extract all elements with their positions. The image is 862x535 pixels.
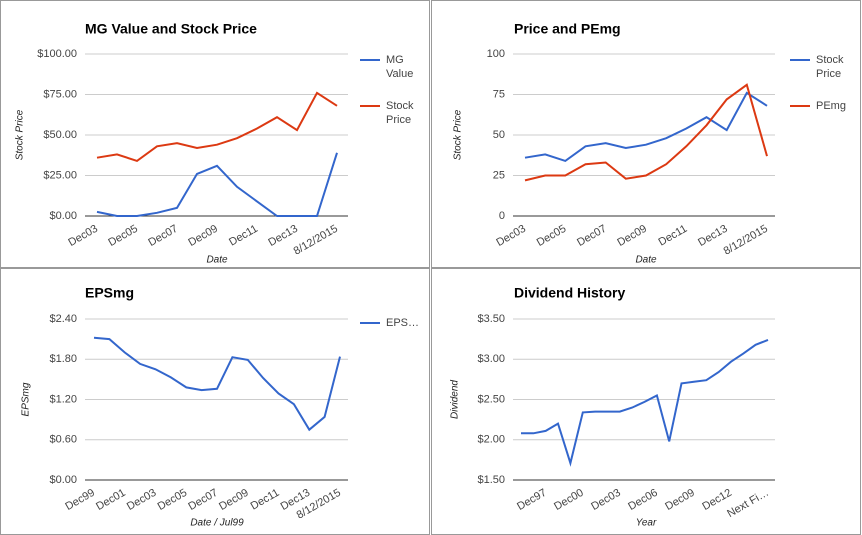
y-axis-title: Dividend xyxy=(450,380,461,419)
y-tick-label: 50 xyxy=(493,129,505,141)
y-tick-label: $25.00 xyxy=(43,169,77,181)
y-axis-title: Stock Price xyxy=(453,109,464,160)
panel xyxy=(0,268,430,535)
legend-label-line: Value xyxy=(386,68,413,80)
line-series xyxy=(524,91,768,163)
y-tick-label: $2.00 xyxy=(477,434,505,446)
legend-label-line: Stock xyxy=(386,100,414,112)
y-tick-label: 25 xyxy=(493,169,505,181)
y-tick-label: $75.00 xyxy=(43,88,77,100)
y-tick-label: $100.00 xyxy=(37,48,77,60)
chart-title: Dividend History xyxy=(514,285,625,301)
legend-label-line: Price xyxy=(816,68,841,80)
legend-label: MG Value xyxy=(386,54,413,80)
line-series xyxy=(521,338,769,467)
legend-label-line: Stock xyxy=(816,54,844,66)
chart-title: MG Value and Stock Price xyxy=(85,21,257,37)
legend-label: EPS… xyxy=(386,317,419,329)
x-axis-title: Date xyxy=(206,255,228,266)
chart-title: Price and PEmg xyxy=(514,21,621,37)
y-axis-title: Stock Price xyxy=(15,109,26,160)
y-tick-label: $3.00 xyxy=(477,353,505,365)
legend-label: PEmg xyxy=(816,100,846,112)
line-series xyxy=(96,91,338,163)
legend-label-line: Price xyxy=(386,114,411,126)
x-axis-title: Date xyxy=(635,255,657,266)
y-tick-label: $2.40 xyxy=(49,313,77,325)
y-tick-label: $3.50 xyxy=(477,313,505,325)
y-tick-label: 75 xyxy=(493,88,505,100)
panel xyxy=(431,0,861,268)
y-tick-label: 0 xyxy=(499,210,505,222)
y-tick-label: $50.00 xyxy=(43,129,77,141)
line-series xyxy=(96,152,338,217)
y-tick-label: 100 xyxy=(487,48,505,60)
y-tick-label: $1.20 xyxy=(49,393,77,405)
y-tick-label: $0.00 xyxy=(49,210,77,222)
line-series xyxy=(524,83,768,182)
x-axis-title: Year xyxy=(636,518,657,529)
panel xyxy=(0,0,430,268)
y-axis-title: EPSmg xyxy=(21,382,32,416)
x-axis-title: Date / Jul99 xyxy=(190,518,244,529)
y-tick-label: $1.50 xyxy=(477,474,505,486)
legend-label-line: MG xyxy=(386,54,404,66)
legend-label: Stock Price xyxy=(816,54,844,80)
y-tick-label: $1.80 xyxy=(49,353,77,365)
y-tick-label: $2.50 xyxy=(477,393,505,405)
y-tick-label: $0.60 xyxy=(49,434,77,446)
y-tick-label: $0.00 xyxy=(49,474,77,486)
line-series xyxy=(93,336,341,432)
chart-title: EPSmg xyxy=(85,285,134,301)
legend-label: Stock Price xyxy=(386,100,414,126)
